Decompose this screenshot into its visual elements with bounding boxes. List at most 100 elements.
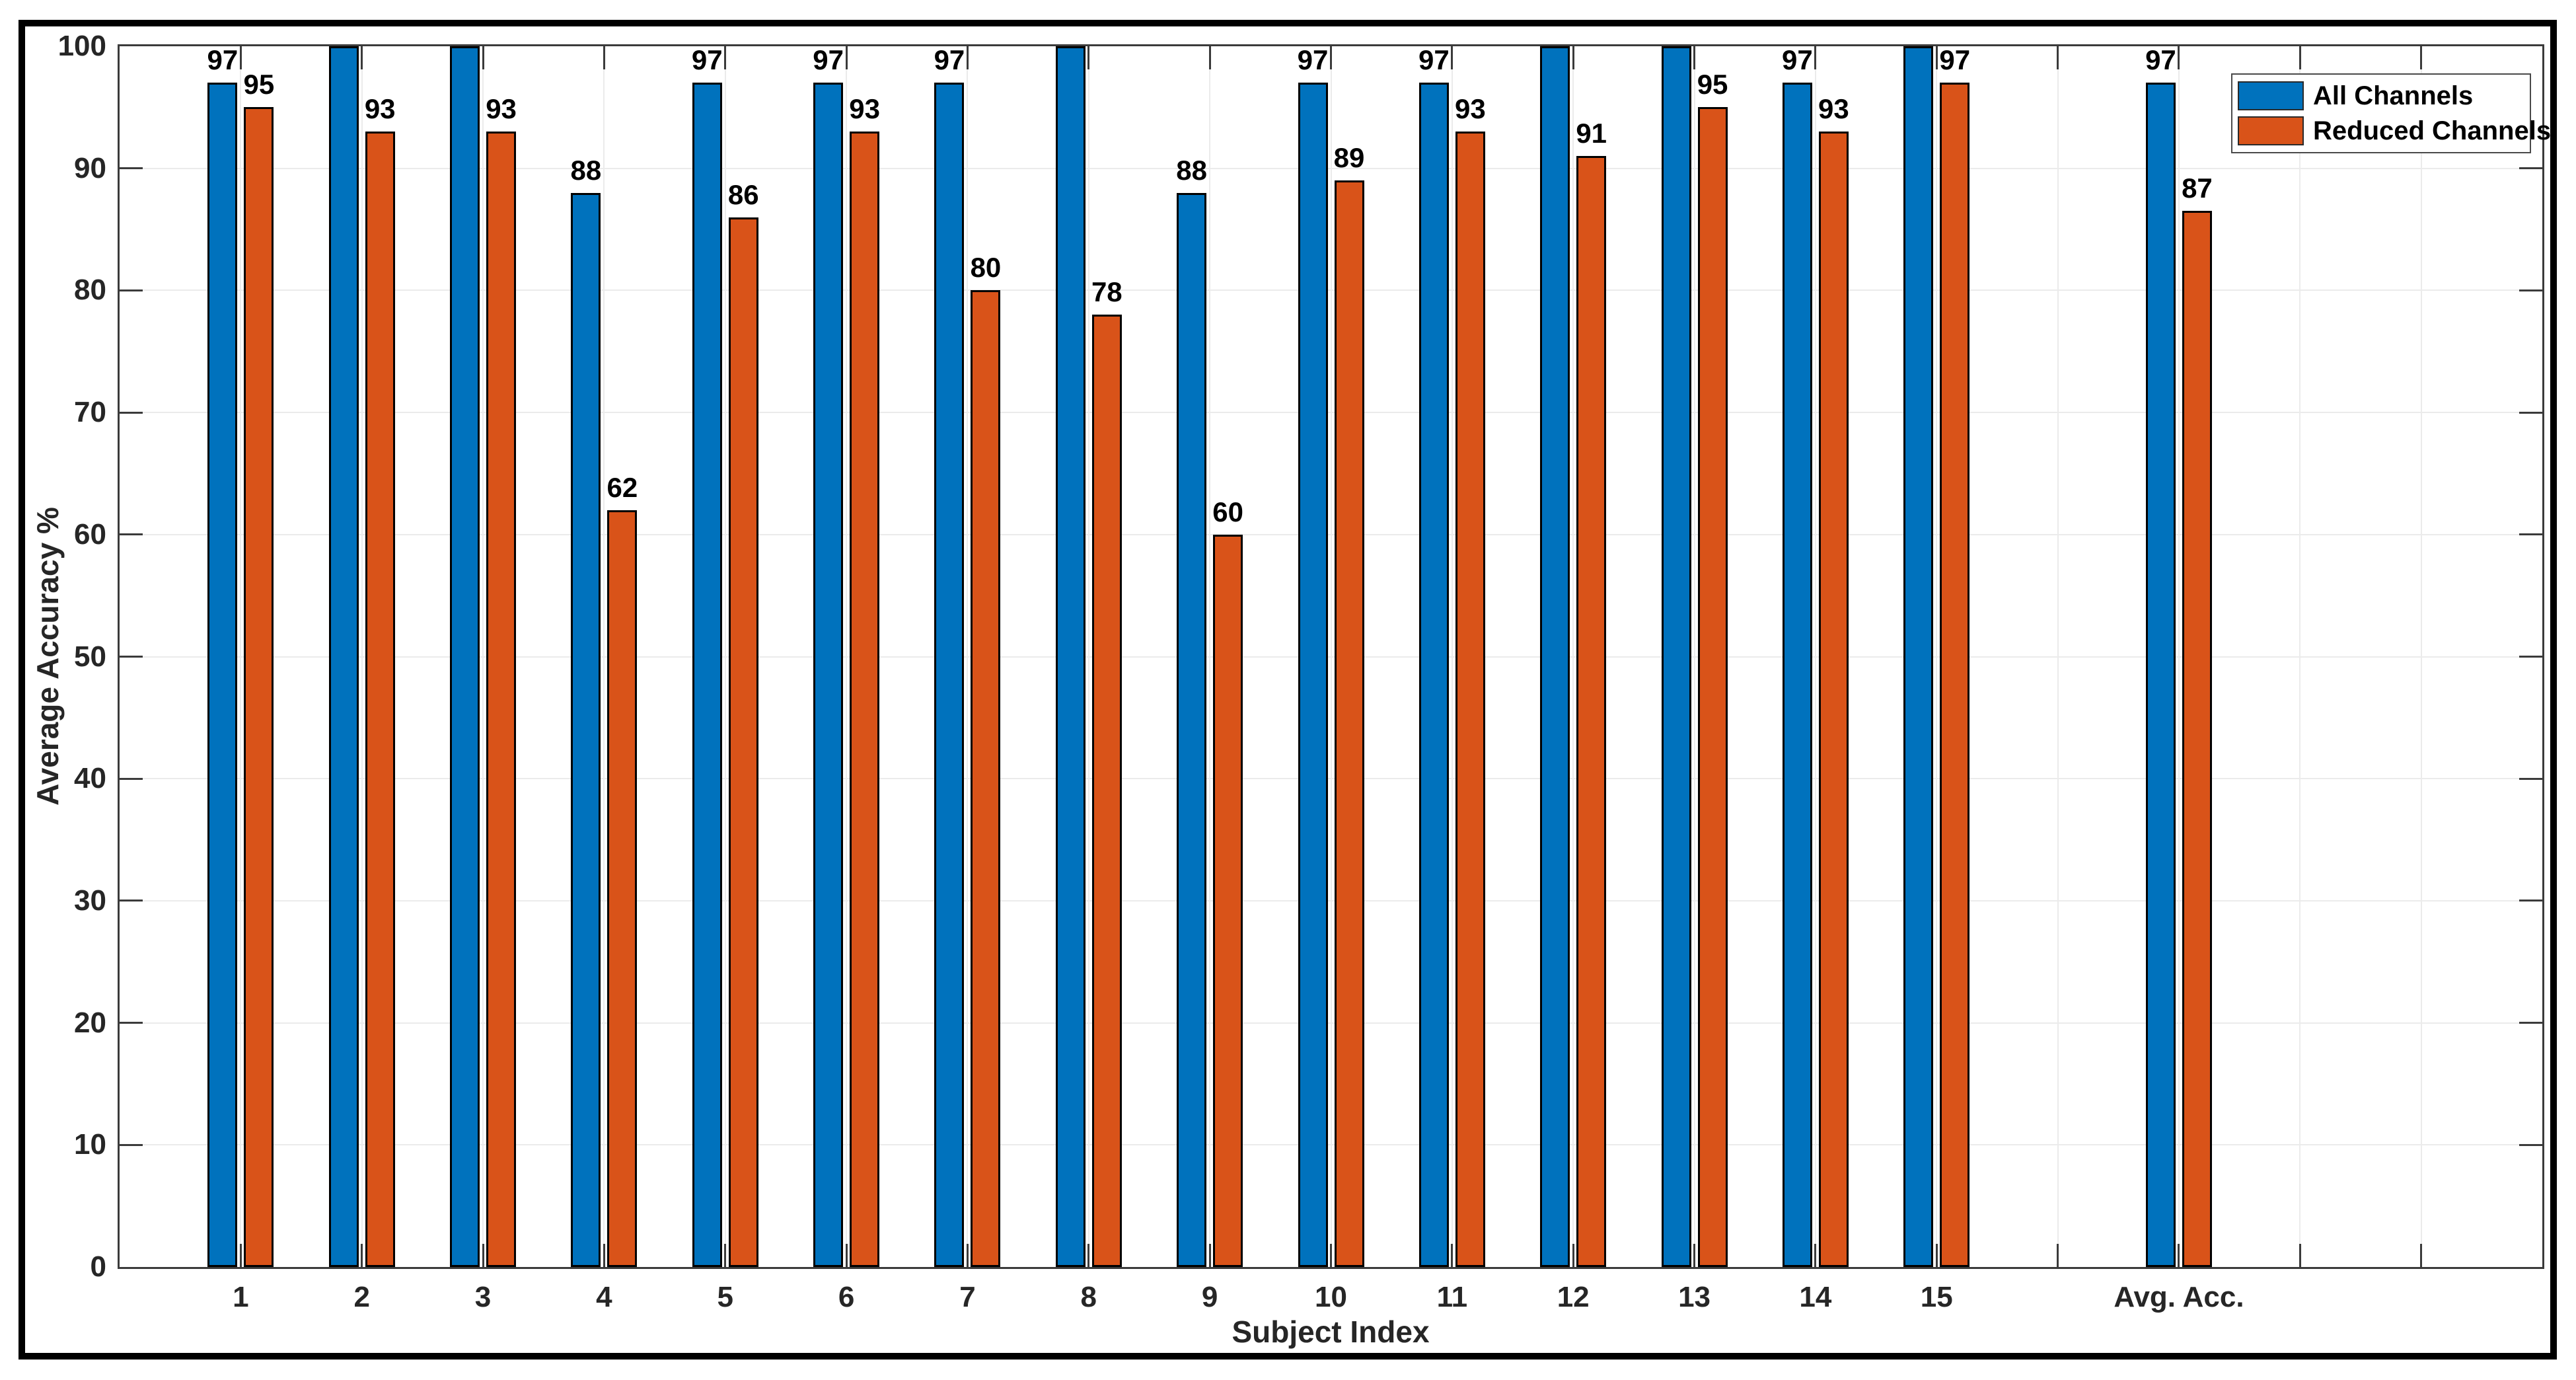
bar-reduced-channels-12 [1576,156,1607,1267]
bar-all-channels-2 [328,46,359,1267]
bar-all-channels-3 [450,46,480,1267]
bar-all-channels-13 [1661,46,1691,1267]
bar-value-label: 88 [570,154,602,186]
bar-reduced-channels-8 [1091,315,1122,1267]
x-gridline [1693,46,1695,1267]
bar-reduced-channels-7 [971,290,1001,1267]
y-tick-label: 70 [74,396,106,429]
x-tick-label: 3 [474,1281,492,1313]
x-axis-label: Subject Index [1232,1315,1430,1349]
bar-all-channels-5 [692,83,722,1267]
bar-reduced-channels-15 [1940,83,1970,1267]
x-tick-bottom [1693,1244,1696,1267]
x-tick-top [361,46,363,69]
x-tick-top [1693,46,1696,69]
y-tick-left [120,777,143,780]
x-tick-top [2057,46,2059,69]
x-gridline [1087,46,1089,1267]
x-tick-label: 11 [1436,1281,1468,1313]
x-gridline [1936,46,1938,1267]
x-gridline [240,46,242,1267]
bar-value-label: 97 [1782,44,1813,76]
x-gridline [1451,46,1453,1267]
x-gridline [361,46,363,1267]
x-tick-top [1935,46,1938,69]
bar-reduced-channels-4 [607,510,638,1267]
x-tick-top [239,46,242,69]
legend-swatch-all-channels [2238,81,2304,110]
bar-value-label: 87 [2182,172,2213,204]
x-tick-bottom [845,1244,848,1267]
x-tick-bottom [1572,1244,1574,1267]
x-tick-top [1330,46,1332,69]
bar-reduced-channels-14 [1818,132,1849,1267]
bar-reduced-channels-Avg. Acc. [2182,211,2212,1267]
x-tick-top [482,46,484,69]
y-tick-right [2519,1143,2542,1146]
y-tick-label: 30 [74,884,106,917]
y-tick-label: 90 [74,151,106,184]
y-tick-left [120,900,143,902]
x-gridline [2299,46,2301,1267]
bar-reduced-channels-6 [850,132,880,1267]
y-tick-right [2519,167,2542,170]
x-tick-bottom [2057,1244,2059,1267]
x-tick-label: 12 [1557,1281,1590,1313]
bar-value-label: 93 [1454,93,1486,125]
x-tick-top [1208,46,1211,69]
x-tick-top [1814,46,1817,69]
bar-value-label: 97 [691,44,723,76]
bar-value-label: 89 [1333,142,1365,174]
x-gridline [2420,46,2422,1267]
x-tick-label: 6 [838,1281,855,1313]
x-tick-top [1451,46,1454,69]
bar-all-channels-1 [207,83,238,1267]
bar-all-channels-11 [1418,83,1449,1267]
x-tick-bottom [2299,1244,2301,1267]
bar-value-label: 62 [607,471,638,503]
legend-label: All Channels [2313,81,2474,110]
y-tick-left [120,411,143,414]
x-tick-bottom [1330,1244,1332,1267]
x-tick-top [2420,46,2423,69]
bar-value-label: 93 [849,93,880,125]
x-gridline [2057,46,2059,1267]
x-tick-bottom [1451,1244,1454,1267]
y-tick-left [120,533,143,536]
bar-all-channels-6 [813,83,844,1267]
x-tick-top [724,46,727,69]
x-tick-top [1087,46,1090,69]
bar-value-label: 97 [934,44,965,76]
x-tick-label: 5 [717,1281,733,1313]
legend-swatch-reduced-channels [2238,116,2304,146]
y-tick-left [120,289,143,291]
bar-all-channels-10 [1298,83,1328,1267]
x-gridline [482,46,484,1267]
x-tick-label: 14 [1799,1281,1832,1313]
bar-value-label: 93 [1818,93,1849,125]
bar-value-label: 97 [1297,44,1329,76]
bar-all-channels-4 [571,192,601,1267]
bar-value-label: 91 [1576,118,1607,149]
x-gridline [1572,46,1574,1267]
bar-value-label: 97 [2145,44,2176,76]
legend-label: Reduced Channels [2313,116,2552,146]
bar-value-label: 95 [243,69,275,100]
x-gridline [2178,46,2180,1267]
x-tick-bottom [1208,1244,1211,1267]
y-tick-right [2519,289,2542,291]
bar-value-label: 93 [364,93,396,125]
y-tick-label: 10 [74,1128,106,1161]
y-tick-label: 20 [74,1006,106,1039]
x-tick-bottom [361,1244,363,1267]
y-tick-right [2519,777,2542,780]
bar-reduced-channels-5 [728,217,758,1267]
bar-value-label: 97 [207,44,239,76]
bar-all-channels-14 [1782,83,1812,1267]
y-tick-right [2519,1022,2542,1024]
bar-reduced-channels-2 [365,132,395,1267]
bar-value-label: 95 [1697,69,1728,100]
x-tick-bottom [1935,1244,1938,1267]
y-tick-right [2519,656,2542,658]
